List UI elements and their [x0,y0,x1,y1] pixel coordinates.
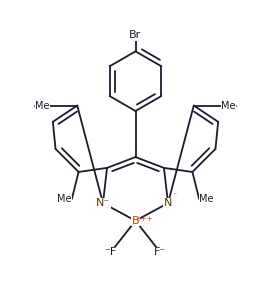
Text: Me: Me [221,100,236,110]
Text: Br: Br [129,30,142,40]
Text: ⁻: ⁻ [173,191,177,199]
Text: Me: Me [199,194,214,204]
Text: B: B [132,216,139,226]
Text: +++: +++ [135,216,153,222]
Text: N: N [164,198,172,208]
Text: Me: Me [57,194,72,204]
Text: ⁻F: ⁻F [104,247,117,257]
Text: F⁻: F⁻ [154,247,167,257]
Text: Me: Me [35,100,50,110]
Text: N⁻: N⁻ [96,198,110,208]
